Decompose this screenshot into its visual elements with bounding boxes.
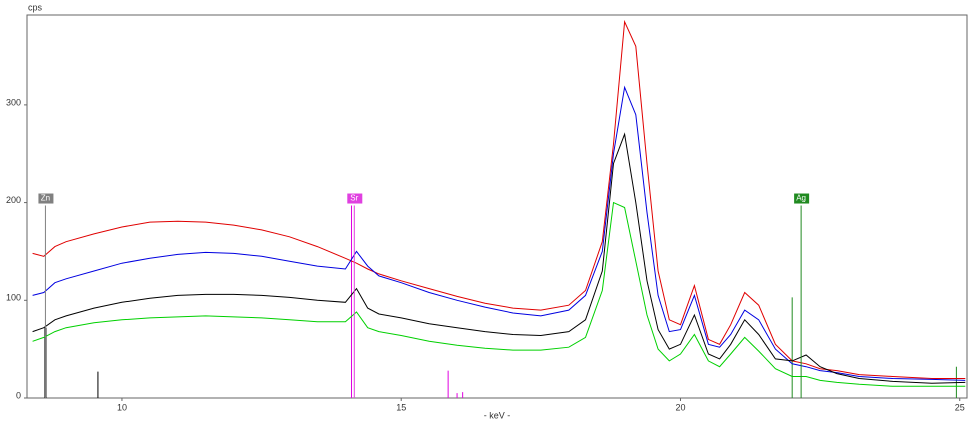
- x-tick-label: 25: [955, 402, 965, 412]
- x-tick-label: 15: [396, 402, 406, 412]
- element-marker-label: Sr: [350, 194, 358, 203]
- y-tick-label: 100: [6, 293, 21, 303]
- element-marker-box: [347, 193, 363, 204]
- spectrum-line: [32, 201, 966, 387]
- y-axis-label: cps: [28, 2, 43, 12]
- y-tick-label: 300: [6, 97, 21, 107]
- y-tick-label: 0: [16, 390, 21, 400]
- element-marker-label: Ag: [796, 194, 806, 203]
- element-marker-label: Zn: [41, 194, 50, 203]
- x-tick-label: 20: [675, 402, 685, 412]
- x-tick-label: 10: [117, 402, 127, 412]
- element-marker-box: [794, 193, 810, 204]
- plot-frame: [26, 14, 968, 399]
- x-axis-label: - keV -: [484, 410, 511, 420]
- element-marker-box: [38, 193, 54, 204]
- spectrum-line: [32, 132, 966, 384]
- spectrum-line: [32, 19, 966, 379]
- spectrum-line: [32, 85, 966, 381]
- y-tick-label: 200: [6, 195, 21, 205]
